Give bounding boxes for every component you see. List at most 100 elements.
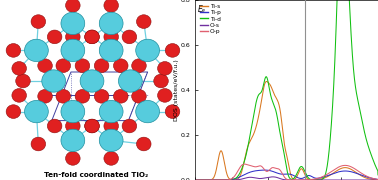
O-s bbox=[372, 179, 377, 180]
Legend: Ti-s, Ti-p, Ti-d, O-s, O-p: Ti-s, Ti-p, Ti-d, O-s, O-p bbox=[198, 3, 222, 35]
Circle shape bbox=[25, 100, 48, 123]
Ti-d bbox=[263, 76, 268, 78]
Circle shape bbox=[75, 59, 90, 73]
Circle shape bbox=[132, 89, 146, 103]
Ti-d bbox=[193, 179, 198, 180]
Text: Ten-fold coordinated TiO₂: Ten-fold coordinated TiO₂ bbox=[44, 172, 148, 178]
Circle shape bbox=[61, 129, 85, 152]
Ti-p bbox=[353, 172, 357, 174]
Circle shape bbox=[85, 119, 99, 133]
Circle shape bbox=[158, 89, 172, 102]
Ti-d bbox=[353, 81, 357, 83]
O-s bbox=[271, 176, 275, 178]
Circle shape bbox=[104, 30, 118, 44]
Circle shape bbox=[158, 62, 172, 75]
Circle shape bbox=[136, 137, 151, 151]
Circle shape bbox=[61, 12, 85, 35]
Ti-p bbox=[214, 179, 218, 180]
Circle shape bbox=[80, 70, 104, 92]
Circle shape bbox=[61, 39, 85, 62]
Circle shape bbox=[99, 39, 123, 62]
O-p bbox=[263, 170, 268, 172]
Circle shape bbox=[56, 59, 71, 73]
Circle shape bbox=[99, 100, 123, 123]
Circle shape bbox=[165, 44, 180, 57]
Circle shape bbox=[38, 89, 52, 103]
Ti-s bbox=[372, 179, 377, 180]
Ti-p bbox=[376, 179, 378, 180]
Y-axis label: DOS (states/eV/f.u.): DOS (states/eV/f.u.) bbox=[174, 59, 179, 121]
Circle shape bbox=[12, 62, 26, 75]
Circle shape bbox=[47, 30, 62, 44]
Ti-p bbox=[271, 171, 276, 173]
Ti-s bbox=[271, 91, 276, 94]
Circle shape bbox=[132, 59, 146, 73]
Circle shape bbox=[136, 15, 151, 28]
Circle shape bbox=[136, 100, 160, 123]
Circle shape bbox=[122, 119, 137, 133]
O-s bbox=[271, 176, 276, 178]
Line: O-p: O-p bbox=[195, 164, 378, 180]
Circle shape bbox=[85, 30, 99, 44]
Ti-p bbox=[262, 169, 267, 171]
Circle shape bbox=[113, 59, 128, 73]
Circle shape bbox=[136, 39, 160, 62]
Ti-s bbox=[193, 179, 198, 180]
Circle shape bbox=[154, 74, 168, 88]
O-p bbox=[353, 168, 357, 170]
Circle shape bbox=[31, 15, 46, 28]
Ti-s bbox=[225, 174, 229, 176]
Circle shape bbox=[65, 30, 80, 44]
Circle shape bbox=[113, 89, 128, 103]
Circle shape bbox=[56, 89, 71, 103]
Circle shape bbox=[38, 59, 52, 73]
Circle shape bbox=[65, 0, 80, 12]
O-p bbox=[271, 166, 276, 169]
O-p bbox=[376, 179, 378, 180]
Line: Ti-p: Ti-p bbox=[195, 170, 378, 180]
Ti-d bbox=[225, 179, 229, 180]
Circle shape bbox=[75, 89, 90, 103]
Circle shape bbox=[47, 119, 62, 133]
O-p bbox=[214, 179, 218, 180]
Circle shape bbox=[104, 152, 118, 165]
Circle shape bbox=[31, 137, 46, 151]
Ti-s bbox=[376, 179, 378, 180]
Circle shape bbox=[6, 105, 21, 118]
Line: O-s: O-s bbox=[195, 177, 378, 180]
Ti-d bbox=[376, 174, 378, 176]
O-p bbox=[372, 178, 377, 180]
Circle shape bbox=[12, 89, 26, 102]
O-s bbox=[353, 179, 357, 180]
Circle shape bbox=[122, 30, 137, 44]
Circle shape bbox=[94, 59, 109, 73]
Ti-s bbox=[214, 169, 218, 171]
Circle shape bbox=[118, 70, 142, 92]
Line: Ti-s: Ti-s bbox=[195, 82, 378, 180]
Line: Ti-d: Ti-d bbox=[195, 0, 378, 180]
Circle shape bbox=[16, 74, 30, 88]
Ti-d bbox=[372, 162, 377, 165]
Circle shape bbox=[85, 30, 99, 44]
Circle shape bbox=[99, 129, 123, 152]
Circle shape bbox=[85, 119, 99, 133]
O-s bbox=[376, 179, 378, 180]
O-s bbox=[225, 179, 229, 180]
Circle shape bbox=[94, 89, 109, 103]
Ti-d bbox=[214, 179, 218, 180]
Ti-s bbox=[263, 81, 268, 83]
O-p bbox=[193, 179, 198, 180]
Ti-s bbox=[353, 170, 357, 173]
O-s bbox=[263, 177, 268, 179]
Ti-p bbox=[193, 179, 198, 180]
O-p bbox=[242, 163, 247, 165]
Circle shape bbox=[65, 152, 80, 165]
Circle shape bbox=[104, 0, 118, 12]
Circle shape bbox=[25, 39, 48, 62]
Ti-d bbox=[271, 102, 276, 104]
Circle shape bbox=[61, 100, 85, 123]
Circle shape bbox=[104, 119, 118, 133]
Circle shape bbox=[42, 70, 65, 92]
O-s bbox=[193, 179, 198, 180]
O-s bbox=[214, 179, 218, 180]
